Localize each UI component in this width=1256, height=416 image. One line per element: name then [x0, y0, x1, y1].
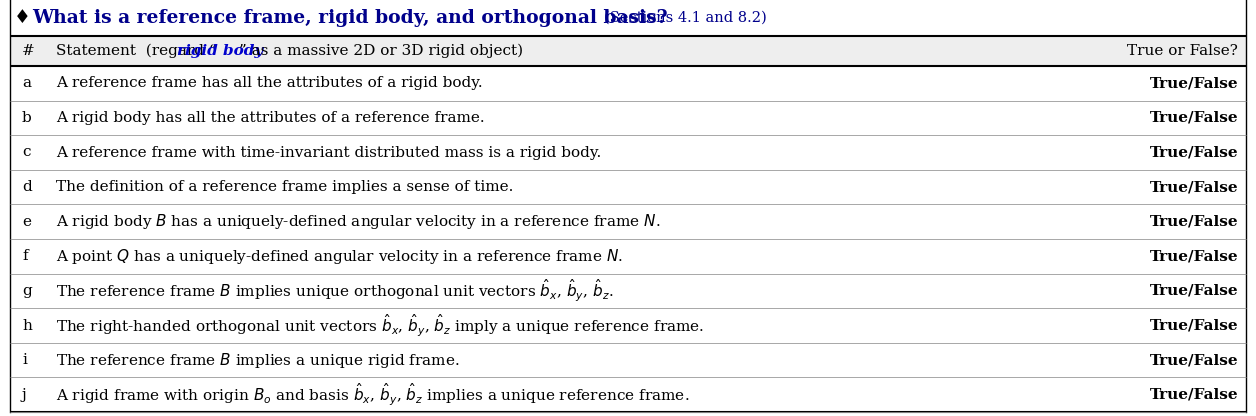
Text: The reference frame $B$ implies unique orthogonal unit vectors $\hat{b}_x$, $\ha: The reference frame $B$ implies unique o… — [57, 277, 614, 304]
Text: a: a — [23, 76, 31, 90]
Text: f: f — [23, 249, 28, 263]
Text: A reference frame has all the attributes of a rigid body.: A reference frame has all the attributes… — [57, 76, 482, 90]
Text: (Sections 4.1 and 8.2): (Sections 4.1 and 8.2) — [604, 11, 766, 25]
Bar — [10, 377, 1246, 412]
Text: c: c — [23, 146, 30, 159]
Bar — [10, 66, 1246, 101]
Bar — [10, 36, 1246, 66]
Text: g: g — [23, 284, 31, 298]
Bar — [10, 239, 1246, 274]
Text: h: h — [23, 319, 31, 332]
Text: What is a reference frame, rigid body, and orthogonal basis?: What is a reference frame, rigid body, a… — [31, 9, 668, 27]
Bar — [10, 101, 1246, 135]
Text: True/False: True/False — [1149, 76, 1238, 90]
Text: Statement  (regard “: Statement (regard “ — [57, 44, 216, 58]
Text: True/False: True/False — [1149, 388, 1238, 402]
Text: True/False: True/False — [1149, 111, 1238, 125]
Text: A rigid frame with origin $B_o$ and basis $\hat{b}_x$, $\hat{b}_y$, $\hat{b}_z$ : A rigid frame with origin $B_o$ and basi… — [57, 381, 690, 408]
Text: True or False?: True or False? — [1127, 44, 1238, 58]
Text: The definition of a reference frame implies a sense of time.: The definition of a reference frame impl… — [57, 180, 514, 194]
Text: d: d — [23, 180, 31, 194]
Text: True/False: True/False — [1149, 319, 1238, 332]
Bar — [10, 170, 1246, 204]
Text: True/False: True/False — [1149, 146, 1238, 159]
Text: i: i — [23, 353, 26, 367]
Text: A rigid body has all the attributes of a reference frame.: A rigid body has all the attributes of a… — [57, 111, 485, 125]
Text: ♦: ♦ — [14, 9, 30, 27]
Bar — [10, 274, 1246, 308]
Text: rigid body: rigid body — [177, 44, 264, 58]
Text: A reference frame with time-invariant distributed mass is a rigid body.: A reference frame with time-invariant di… — [57, 146, 602, 159]
Bar — [10, 135, 1246, 170]
Bar — [10, 308, 1246, 343]
Text: A point $Q$ has a uniquely-defined angular velocity in a reference frame $N$.: A point $Q$ has a uniquely-defined angul… — [57, 247, 623, 266]
Text: True/False: True/False — [1149, 284, 1238, 298]
Bar — [10, 204, 1246, 239]
Text: True/False: True/False — [1149, 215, 1238, 229]
Text: True/False: True/False — [1149, 353, 1238, 367]
Text: j: j — [23, 388, 26, 402]
Text: The reference frame $B$ implies a unique rigid frame.: The reference frame $B$ implies a unique… — [57, 351, 460, 369]
Text: e: e — [23, 215, 31, 229]
Text: The right-handed orthogonal unit vectors $\hat{b}_x$, $\hat{b}_y$, $\hat{b}_z$ i: The right-handed orthogonal unit vectors… — [57, 312, 705, 339]
Text: b: b — [23, 111, 31, 125]
Bar — [10, 343, 1246, 377]
Text: True/False: True/False — [1149, 180, 1238, 194]
Text: True/False: True/False — [1149, 249, 1238, 263]
Text: #: # — [23, 44, 35, 58]
Text: A rigid body $B$ has a uniquely-defined angular velocity in a reference frame $N: A rigid body $B$ has a uniquely-defined … — [57, 212, 661, 231]
Text: ” as a massive 2D or 3D rigid object): ” as a massive 2D or 3D rigid object) — [239, 44, 522, 58]
